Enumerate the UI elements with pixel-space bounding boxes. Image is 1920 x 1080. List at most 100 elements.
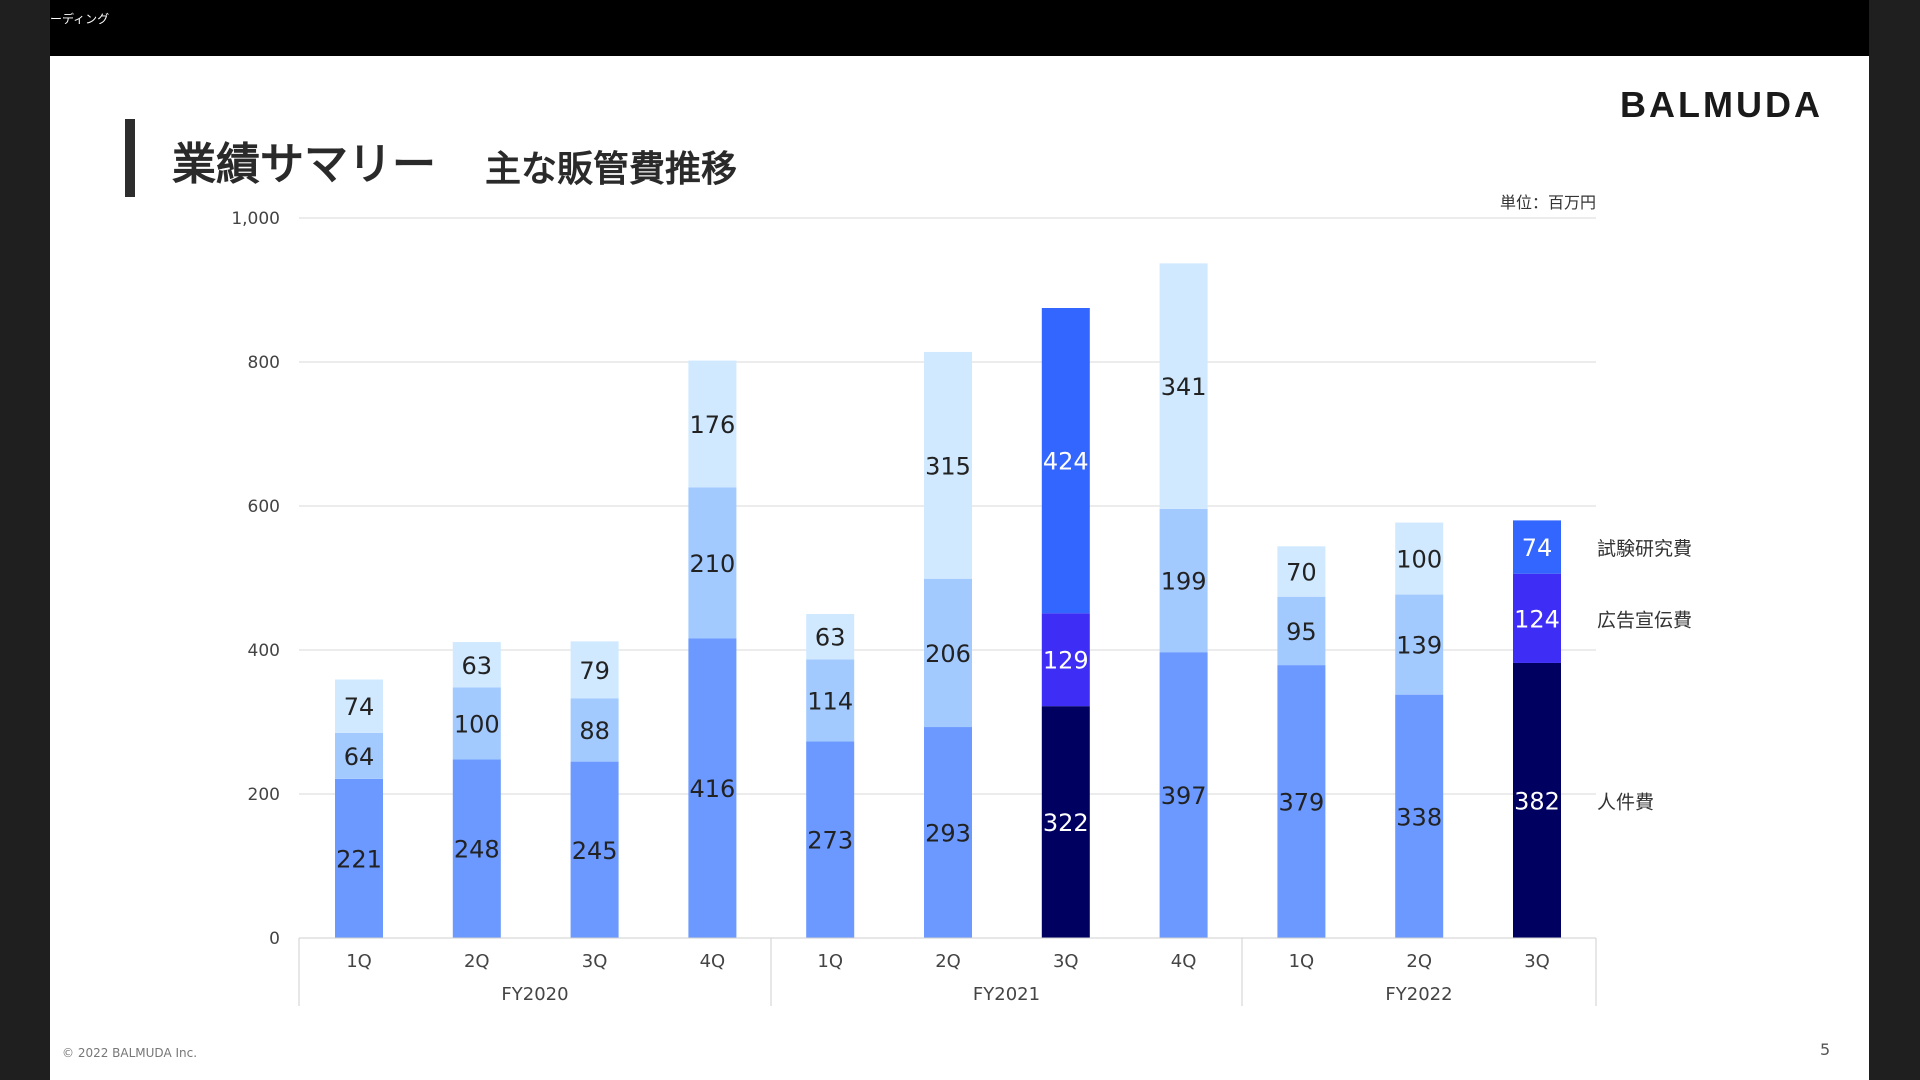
legend-label: 広告宣伝費 (1597, 609, 1692, 631)
bar-segment (1395, 594, 1444, 695)
data-label: 382 (1514, 787, 1560, 815)
data-label: 88 (579, 717, 610, 745)
copyright: © 2022 BALMUDA Inc. (62, 1046, 198, 1060)
fiscal-year-label: FY2021 (973, 984, 1040, 1005)
data-label: 79 (579, 657, 610, 685)
screen-share-topbar: レコーディング (0, 0, 1920, 56)
title-accent-bar (125, 119, 135, 197)
data-label: 114 (807, 687, 853, 715)
bar-segment (806, 741, 855, 938)
fiscal-year-label: FY2020 (501, 984, 568, 1005)
data-label: 210 (689, 550, 735, 578)
data-label: 100 (1396, 546, 1442, 574)
bar-segment (924, 351, 972, 579)
data-label: 416 (689, 775, 735, 803)
bar-segment (335, 778, 383, 938)
unit-label: 単位：百万円 (1500, 193, 1597, 212)
bar-segment (570, 698, 619, 762)
bar-segment (1277, 596, 1326, 666)
bar-segment (452, 642, 501, 688)
bar-segment (1277, 665, 1326, 938)
data-label: 129 (1043, 647, 1089, 675)
data-label: 63 (462, 652, 493, 680)
bar-segment (924, 578, 972, 728)
x-tick-label: 3Q (1524, 951, 1550, 972)
data-label: 248 (454, 836, 500, 864)
data-label: 199 (1161, 568, 1207, 596)
bar-segment (570, 761, 619, 938)
bar-segment (1041, 706, 1090, 938)
bar-segment (452, 687, 501, 760)
y-tick-label: 400 (248, 641, 280, 661)
bar-segment (1159, 263, 1208, 509)
data-label: 293 (925, 820, 971, 848)
bar-segment (924, 727, 972, 938)
data-label: 341 (1161, 373, 1207, 401)
slide: 業績サマリー 主な販管費推移 BALMUDA 単位：百万円 © 2022 BAL… (50, 56, 1869, 1080)
data-label: 379 (1278, 789, 1324, 817)
x-tick-label: 2Q (1406, 951, 1432, 972)
bar-segment (1041, 308, 1090, 614)
legend-label: 試験研究費 (1597, 538, 1692, 560)
legend-label: 人件費 (1597, 791, 1654, 813)
x-tick-label: 4Q (1171, 951, 1197, 972)
bar-segment (1513, 573, 1561, 663)
balmuda-logo: BALMUDA (1620, 84, 1823, 125)
bar-segment (688, 487, 737, 639)
data-label: 424 (1043, 448, 1089, 476)
bar-segment (806, 614, 855, 660)
x-tick-label: 4Q (700, 951, 726, 972)
bar-segment (688, 638, 737, 938)
bar-segment (1041, 613, 1090, 707)
data-label: 221 (336, 845, 382, 873)
bar-segment (335, 732, 383, 779)
x-tick-label: 3Q (582, 951, 608, 972)
bar-segment (452, 759, 501, 938)
data-label: 315 (925, 452, 971, 480)
sga-stacked-bar-chart: 0 200 400 600 800 1,000 221 64 74 248 100 63 245 88 79… (231, 209, 1692, 1006)
data-label: 95 (1286, 618, 1317, 646)
bar-segment (1395, 694, 1444, 938)
x-tick-label: 2Q (935, 951, 961, 972)
y-tick-label: 600 (248, 497, 280, 517)
data-label: 70 (1286, 559, 1317, 587)
data-label: 206 (925, 640, 971, 668)
data-label: 64 (344, 743, 375, 771)
left-margin (0, 0, 50, 1080)
y-tick-label: 200 (248, 785, 280, 805)
bar-segment (806, 659, 855, 742)
y-tick-label: 1,000 (231, 209, 280, 229)
slide-title: 業績サマリー (172, 139, 436, 190)
data-label: 245 (572, 837, 618, 865)
x-tick-label: 3Q (1053, 951, 1079, 972)
x-tick-label: 2Q (464, 951, 490, 972)
bar-segment (1159, 508, 1208, 653)
bar-segment (1513, 662, 1561, 938)
bar-segment (1277, 546, 1326, 597)
y-tick-label: 0 (269, 929, 280, 949)
data-label: 397 (1161, 782, 1207, 810)
bar-segment (688, 360, 737, 488)
data-label: 139 (1396, 632, 1442, 660)
data-label: 74 (1522, 534, 1553, 562)
data-label: 176 (689, 411, 735, 439)
slide-subtitle: 主な販管費推移 (485, 149, 738, 190)
x-tick-label: 1Q (817, 951, 843, 972)
x-tick-label: 1Q (1289, 951, 1315, 972)
data-label: 74 (344, 693, 375, 721)
data-label: 63 (815, 624, 846, 652)
data-label: 100 (454, 710, 500, 738)
y-tick-label: 800 (248, 353, 280, 373)
x-tick-label: 1Q (346, 951, 372, 972)
right-margin (1869, 0, 1920, 1080)
data-label: 338 (1396, 803, 1442, 831)
data-label: 322 (1043, 809, 1089, 837)
bar-segment (1159, 652, 1208, 938)
bar-segment (335, 679, 383, 733)
data-label: 124 (1514, 605, 1560, 633)
data-label: 273 (807, 827, 853, 855)
bar-segment (1513, 520, 1561, 574)
bar-segment (1395, 522, 1444, 595)
fiscal-year-label: FY2022 (1385, 984, 1452, 1005)
page-number: 5 (1820, 1040, 1831, 1059)
